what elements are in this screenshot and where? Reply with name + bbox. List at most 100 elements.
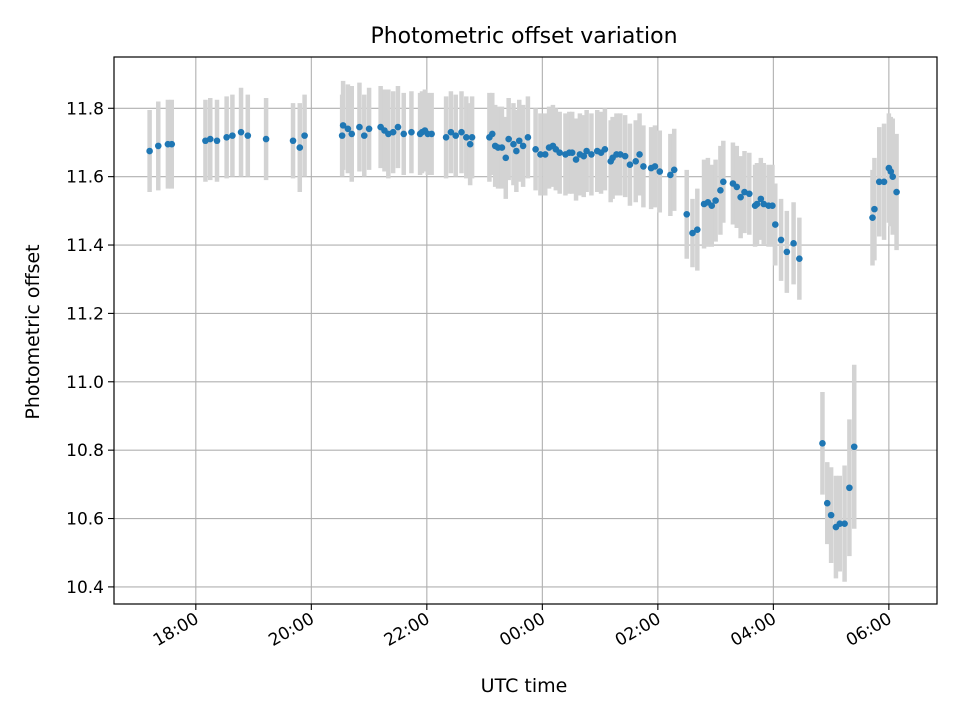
data-point <box>783 248 791 256</box>
data-point <box>356 123 363 131</box>
data-point <box>360 132 368 139</box>
data-point <box>213 137 221 145</box>
data-point <box>339 122 347 129</box>
data-point <box>394 123 402 131</box>
data-point <box>513 147 520 155</box>
data-point <box>632 157 640 165</box>
data-point <box>408 128 415 136</box>
data-point <box>689 229 696 237</box>
data-point <box>656 168 664 175</box>
data-point <box>737 193 744 201</box>
data-point <box>452 132 460 139</box>
data-point <box>869 214 876 221</box>
data-point <box>720 178 727 186</box>
data-point <box>389 128 397 136</box>
data-point <box>708 202 716 210</box>
data-point <box>823 499 831 507</box>
chart-title: Photometric offset variation <box>370 24 677 49</box>
data-point <box>588 151 595 158</box>
data-point <box>541 151 549 158</box>
y-axis-label: Photometric offset <box>22 244 44 419</box>
data-point <box>146 147 153 155</box>
data-point <box>428 130 435 138</box>
data-point <box>846 484 853 492</box>
data-point <box>532 146 539 153</box>
data-point <box>651 163 659 170</box>
y-tick-label: 11.4 <box>66 236 104 256</box>
data-point <box>502 154 510 162</box>
data-point <box>223 134 230 141</box>
data-point <box>458 128 465 136</box>
data-point <box>683 210 691 218</box>
data-point <box>875 178 883 186</box>
data-point <box>524 134 532 141</box>
data-point <box>889 173 897 180</box>
data-point <box>850 443 858 451</box>
data-point <box>400 130 408 138</box>
data-point <box>537 151 544 158</box>
data-point <box>769 202 776 210</box>
data-point <box>510 140 517 148</box>
data-point <box>670 166 678 174</box>
data-point <box>289 137 297 145</box>
data-point <box>466 140 474 148</box>
data-point <box>296 144 304 151</box>
data-point <box>771 221 779 228</box>
y-tick-label: 10.6 <box>66 510 104 530</box>
data-point <box>206 135 214 143</box>
data-point <box>753 200 761 208</box>
data-point <box>827 511 835 519</box>
data-point <box>717 187 724 194</box>
y-tick-label: 11.2 <box>66 304 104 324</box>
data-point <box>447 128 455 136</box>
y-tick-label: 10.8 <box>66 441 104 461</box>
data-point <box>154 142 162 150</box>
data-point <box>819 440 826 447</box>
data-point <box>229 132 236 139</box>
data-point <box>572 156 580 163</box>
data-point <box>841 520 848 527</box>
data-point <box>365 125 373 133</box>
data-point <box>168 140 176 148</box>
data-point <box>488 130 496 138</box>
data-point <box>790 240 797 247</box>
data-point <box>498 144 506 151</box>
data-point <box>515 137 523 145</box>
y-axis-ticks: 10.4 10.6 10.8 11.0 11.2 11.4 11.6 11.8 <box>66 99 114 598</box>
data-point <box>626 161 634 168</box>
data-point <box>640 163 647 170</box>
data-point <box>583 147 590 155</box>
data-point <box>556 149 563 157</box>
data-point <box>338 132 346 139</box>
x-axis-label: UTC time <box>481 675 568 697</box>
data-point <box>667 171 674 179</box>
data-point <box>301 132 308 139</box>
y-tick-label: 11.6 <box>66 168 104 188</box>
data-point <box>348 130 356 138</box>
data-point <box>621 152 629 160</box>
plot-frame <box>113 56 938 605</box>
data-point <box>344 125 352 133</box>
y-tick-label: 11.0 <box>66 373 104 393</box>
data-point <box>871 205 878 213</box>
data-point <box>796 255 803 263</box>
data-point <box>601 146 609 153</box>
data-points <box>146 122 900 531</box>
data-point <box>712 197 719 204</box>
data-point <box>887 168 895 175</box>
y-tick-label: 10.4 <box>66 578 104 598</box>
data-point <box>244 132 252 139</box>
data-point <box>580 152 588 160</box>
y-tick-label: 11.8 <box>66 99 104 119</box>
data-point <box>568 149 576 157</box>
data-point <box>757 195 765 203</box>
data-point <box>442 134 450 141</box>
data-point <box>836 520 844 527</box>
data-point <box>468 134 476 141</box>
data-point <box>880 178 888 186</box>
data-point <box>777 236 785 244</box>
data-point <box>519 142 527 150</box>
data-point <box>694 226 701 233</box>
